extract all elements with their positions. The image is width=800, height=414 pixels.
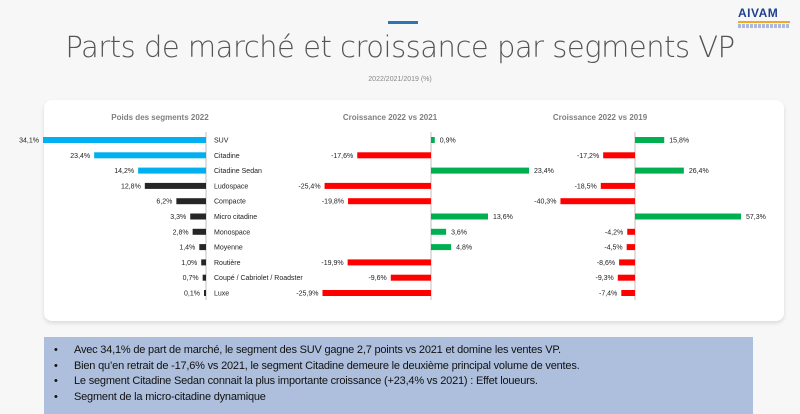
chart-card [44, 100, 784, 321]
category-label: Luxe [214, 291, 229, 298]
bar-0-9 [202, 274, 206, 281]
title-accent-line [388, 21, 418, 24]
bar-0-4 [176, 198, 206, 205]
bar-1-8 [347, 259, 431, 266]
bar-1-3 [324, 182, 431, 189]
page-title: Parts de marché et croissance par segmen… [65, 30, 735, 64]
data-label: 4,8% [456, 245, 472, 252]
logo-tagline [738, 24, 790, 28]
category-label: Micro citadine [214, 214, 257, 221]
data-label: 15,8% [669, 138, 689, 145]
category-label: Citadine Sedan [214, 168, 262, 175]
bar-2-8 [619, 259, 635, 266]
bar-1-2 [431, 167, 530, 174]
data-label: 23,4% [70, 153, 90, 160]
bar-1-1 [357, 152, 431, 159]
data-label: -8,6% [597, 260, 615, 267]
page-subtitle: 2022/2021/2019 (%) [368, 76, 432, 83]
data-label: -19,9% [321, 260, 343, 267]
bar-2-4 [560, 198, 635, 205]
bar-0-3 [144, 182, 206, 189]
bar-2-2 [635, 167, 684, 174]
bar-0-0 [43, 137, 206, 143]
bar-2-6 [627, 228, 635, 235]
bar-2-0 [635, 137, 665, 143]
bar-0-1 [94, 152, 206, 159]
charts-svg: Poids des segments 2022 34,1% 23,4% 14,2% 12… [19, 113, 766, 300]
data-label: 0,9% [440, 138, 456, 145]
data-label: -25,4% [298, 183, 320, 190]
data-label: -9,6% [368, 275, 386, 282]
chart-title-2: Croissance 2022 vs 2019 [553, 113, 648, 122]
data-label: 6,2% [156, 199, 172, 206]
data-label: 34,1% [19, 138, 39, 145]
bar-1-10 [322, 290, 431, 296]
bar-1-7 [431, 244, 452, 251]
category-label: Routière [214, 260, 241, 267]
data-label: -40,3% [534, 199, 556, 206]
chart-title-1: Croissance 2022 vs 2021 [343, 113, 438, 122]
data-label: 12,8% [121, 183, 141, 190]
bar-2-9 [617, 274, 635, 281]
category-label: Coupé / Cabriolet / Roadster [214, 275, 303, 282]
bar-0-5 [190, 213, 206, 220]
data-label: 14,2% [114, 168, 134, 175]
bar-0-6 [192, 228, 206, 235]
data-label: -17,2% [577, 153, 599, 160]
data-label: 0,7% [183, 275, 199, 282]
bar-1-0 [431, 137, 435, 143]
category-label: Monospace [214, 229, 250, 236]
note-item: Le segment Citadine Sedan connait la plu… [54, 374, 753, 390]
bar-1-9 [390, 274, 431, 281]
logo-underline [738, 21, 790, 23]
data-label: -9,3% [595, 275, 613, 282]
note-item: Bien qu’en retrait de -17,6% vs 2021, le… [54, 359, 753, 375]
note-item: Segment de la micro-citadine dynamique [54, 390, 753, 406]
category-label: Ludospace [214, 183, 248, 190]
aivam-logo: AIVAM [738, 6, 794, 28]
data-label: -17,6% [331, 153, 353, 160]
data-label: 2,8% [173, 229, 189, 236]
data-label: -25,9% [296, 291, 318, 298]
logo-text: AIVAM [738, 6, 779, 20]
chart-title-0: Poids des segments 2022 [111, 113, 209, 122]
notes-box: Avec 34,1% de part de marché, le segment… [44, 337, 753, 414]
data-label: 0,1% [184, 291, 200, 298]
data-label: 26,4% [689, 168, 709, 175]
bar-2-5 [635, 213, 742, 220]
category-label: Compacte [214, 199, 246, 206]
data-label: -18,5% [575, 183, 597, 190]
data-label: 57,3% [746, 214, 766, 221]
data-label: -4,2% [605, 229, 623, 236]
category-label: Citadine [214, 153, 240, 160]
bar-2-1 [603, 152, 635, 159]
bar-1-5 [431, 213, 488, 220]
data-label: 1,4% [179, 245, 195, 252]
data-label: 1,0% [181, 260, 197, 267]
data-label: 3,3% [170, 214, 186, 221]
data-label: -7,4% [599, 291, 617, 298]
bar-2-10 [621, 290, 635, 296]
bar-2-7 [626, 244, 635, 251]
data-label: 13,6% [493, 214, 513, 221]
note-item: Avec 34,1% de part de marché, le segment… [54, 343, 753, 359]
bar-0-2 [138, 167, 206, 174]
data-label: 3,6% [451, 229, 467, 236]
category-label: SUV [214, 138, 229, 145]
bar-1-4 [348, 198, 431, 205]
data-label: -19,8% [322, 199, 344, 206]
bar-0-8 [201, 259, 206, 266]
data-label: -4,5% [604, 245, 622, 252]
category-label: Moyenne [214, 245, 243, 252]
bar-0-10 [204, 290, 206, 296]
bar-1-6 [431, 228, 447, 235]
data-label: 23,4% [534, 168, 554, 175]
bar-0-7 [199, 244, 206, 251]
bar-2-3 [600, 182, 635, 189]
